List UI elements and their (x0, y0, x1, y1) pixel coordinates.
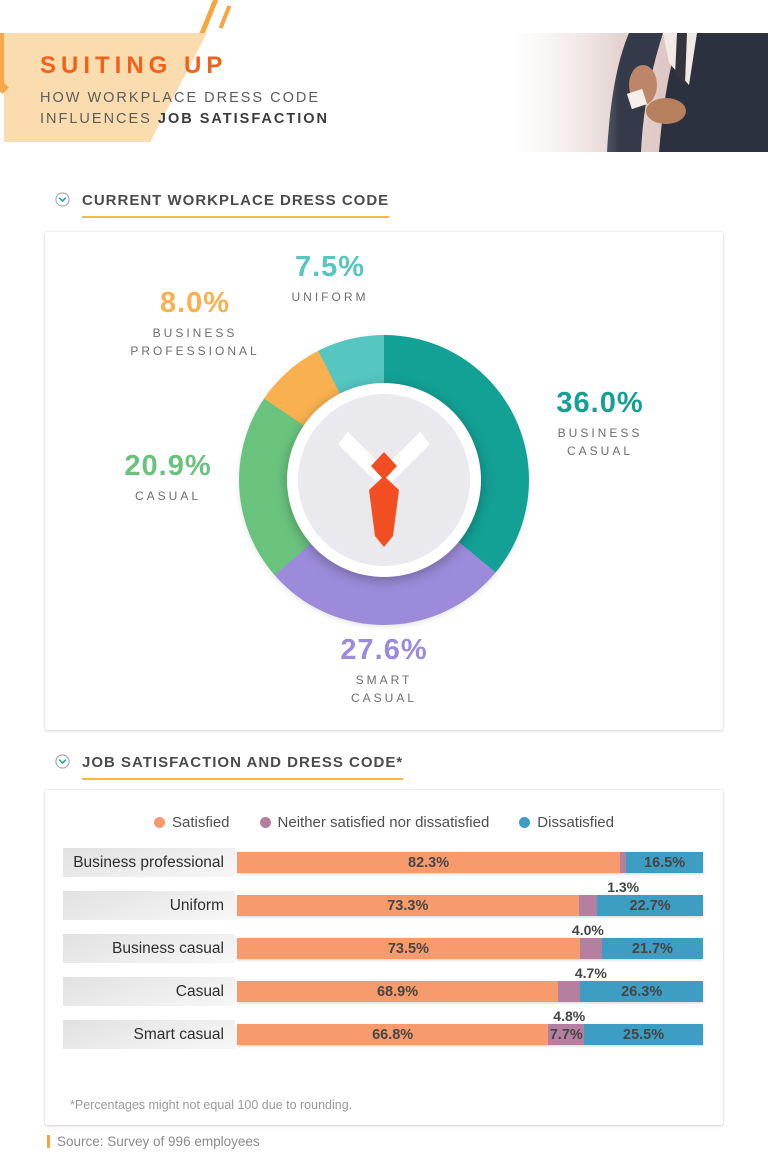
bar-row-label: Smart casual (63, 1020, 235, 1049)
source-accent-bar (47, 1135, 50, 1148)
bar-row: Business professional 82.3% 1.3% 16.5% (63, 848, 703, 895)
bar-track: 73.3% 4.0% 22.7% (237, 895, 703, 938)
suit-photo (511, 33, 768, 152)
bar-segment-dissatisfied: 22.7% (597, 895, 703, 916)
bar-value-label-below: 1.3% (607, 879, 640, 895)
bar-value-label-below: 4.7% (574, 965, 607, 981)
bar-value-label: 21.7% (631, 940, 673, 957)
slice-name: CASUAL (134, 489, 202, 503)
bar-value-label: 7.7% (549, 1026, 583, 1043)
donut-center-circle (298, 394, 470, 566)
bar-value-label: 66.8% (372, 1026, 414, 1043)
bar-row-label: Business professional (63, 848, 235, 877)
bar-value-label: 68.9% (376, 983, 419, 1000)
slice-name: SMART CASUAL (350, 673, 418, 705)
bar-track: 68.9% 4.8% 26.3% (237, 981, 703, 1024)
bar-segment-neither (578, 895, 598, 916)
bar-row-label: Business casual (63, 934, 235, 963)
slice-value: 8.0% (159, 287, 231, 319)
decorative-slash-icon (199, 0, 220, 36)
bar-value-label: 82.3% (408, 854, 450, 871)
legend-dot-satisfied (153, 817, 165, 828)
donut-hole (287, 383, 481, 577)
bar-track: 82.3% 1.3% 16.5% (237, 852, 703, 895)
slice-name: UNIFORM (291, 290, 369, 304)
bar-segment-dissatisfied: 21.7% (601, 938, 703, 959)
bar-row: Casual 68.9% 4.8% 26.3% (63, 977, 703, 1024)
subtitle-line2-bold: JOB SATISFACTION (157, 111, 329, 127)
slice-value: 7.5% (294, 251, 366, 283)
bar-segment-satisfied: 82.3% (237, 852, 621, 873)
bar-row: Smart casual 66.8% 7.7% 25.5% (63, 1020, 703, 1049)
subtitle-line1: HOW WORKPLACE DRESS CODE (40, 90, 321, 106)
bar-segment-satisfied: 68.9% (237, 981, 559, 1002)
suit-photo-illustration (511, 33, 768, 152)
donut-label-business-professional: 8.0% BUSINESS PROFESSIONAL (130, 287, 259, 360)
chart-footnote: *Percentages might not equal 100 due to … (70, 1098, 353, 1112)
slice-name: BUSINESS CASUAL (557, 426, 643, 458)
section-title: CURRENT WORKPLACE DRESS CODE (82, 192, 390, 218)
donut-label-casual: 20.9% CASUAL (124, 450, 211, 505)
donut-label-business-casual: 36.0% BUSINESS CASUAL (556, 387, 643, 460)
legend-label: Neither satisfied nor dissatisfied (277, 814, 490, 831)
bar-segment-neither (579, 938, 602, 959)
legend-label: Dissatisfied (537, 814, 614, 831)
satisfaction-chart-card: Satisfied Neither satisfied nor dissatis… (45, 790, 723, 1125)
chart-legend: Satisfied Neither satisfied nor dissatis… (45, 790, 723, 831)
page-title: SUITING UP (40, 52, 228, 79)
subtitle-line2-light: INFLUENCES (40, 111, 152, 127)
slice-value: 20.9% (124, 450, 212, 482)
page-subtitle: HOW WORKPLACE DRESS CODE INFLUENCES JOB S… (40, 88, 329, 130)
bar-segment-satisfied: 73.5% (237, 938, 580, 959)
chevron-down-circle-icon (55, 754, 70, 769)
bar-value-label: 73.5% (387, 940, 429, 957)
slice-name: BUSINESS PROFESSIONAL (130, 326, 260, 358)
donut-ring (239, 335, 529, 625)
bar-row: Uniform 73.3% 4.0% 22.7% (63, 891, 703, 938)
bar-value-label: 73.3% (387, 897, 429, 914)
bar-segment-satisfied: 66.8% (237, 1024, 549, 1045)
bar-row: Business casual 73.5% 4.7% 21.7% (63, 934, 703, 981)
bar-value-label: 16.5% (644, 854, 686, 871)
slice-value: 36.0% (556, 387, 644, 419)
bar-segment-neither: 7.7% (548, 1024, 585, 1045)
bar-segment-dissatisfied: 25.5% (584, 1024, 703, 1045)
stacked-bar-rows: Business professional 82.3% 1.3% 16.5% Unifo… (63, 848, 703, 1049)
bar-row-label: Casual (63, 977, 235, 1006)
section-dress-code-header: CURRENT WORKPLACE DRESS CODE (55, 192, 390, 218)
bar-segment-dissatisfied: 16.5% (626, 852, 703, 873)
bar-track: 66.8% 7.7% 25.5% (237, 1024, 703, 1045)
section-satisfaction-header: JOB SATISFACTION AND DRESS CODE* (55, 754, 404, 780)
bar-value-label: 22.7% (629, 897, 671, 914)
section-title: JOB SATISFACTION AND DRESS CODE* (82, 754, 404, 780)
legend-item-dissatisfied: Dissatisfied (519, 814, 614, 831)
source-text: Source: Survey of 996 employees (57, 1134, 260, 1149)
decorative-slash-icon (218, 5, 232, 29)
bar-value-label: 26.3% (621, 983, 663, 1000)
donut-label-uniform: 7.5% UNIFORM (292, 251, 369, 306)
chevron-down-circle-icon (55, 192, 70, 207)
bar-segment-neither (620, 852, 627, 873)
donut-label-smart-casual: 27.6% SMART CASUAL (340, 634, 427, 707)
bar-row-label: Uniform (63, 891, 235, 920)
bar-track: 73.5% 4.7% 21.7% (237, 938, 703, 981)
bar-value-label-below: 4.8% (553, 1008, 586, 1024)
slice-value: 27.6% (340, 634, 428, 666)
source-line: Source: Survey of 996 employees (47, 1134, 260, 1149)
legend-label: Satisfied (171, 814, 230, 831)
tie-icon (338, 432, 430, 547)
bar-value-label-below: 4.0% (571, 922, 604, 938)
bar-value-label: 25.5% (623, 1026, 665, 1043)
bar-segment-dissatisfied: 26.3% (580, 981, 703, 1002)
left-accent-strip (0, 33, 4, 86)
legend-dot-neither (259, 817, 271, 828)
bar-segment-neither (558, 981, 581, 1002)
dress-code-chart-card: 36.0% BUSINESS CASUAL 27.6% SMART CASUAL… (45, 232, 723, 730)
bar-segment-satisfied: 73.3% (237, 895, 579, 916)
legend-item-neither: Neither satisfied nor dissatisfied (259, 814, 490, 831)
legend-item-satisfied: Satisfied (153, 814, 230, 831)
legend-dot-dissatisfied (519, 817, 531, 828)
